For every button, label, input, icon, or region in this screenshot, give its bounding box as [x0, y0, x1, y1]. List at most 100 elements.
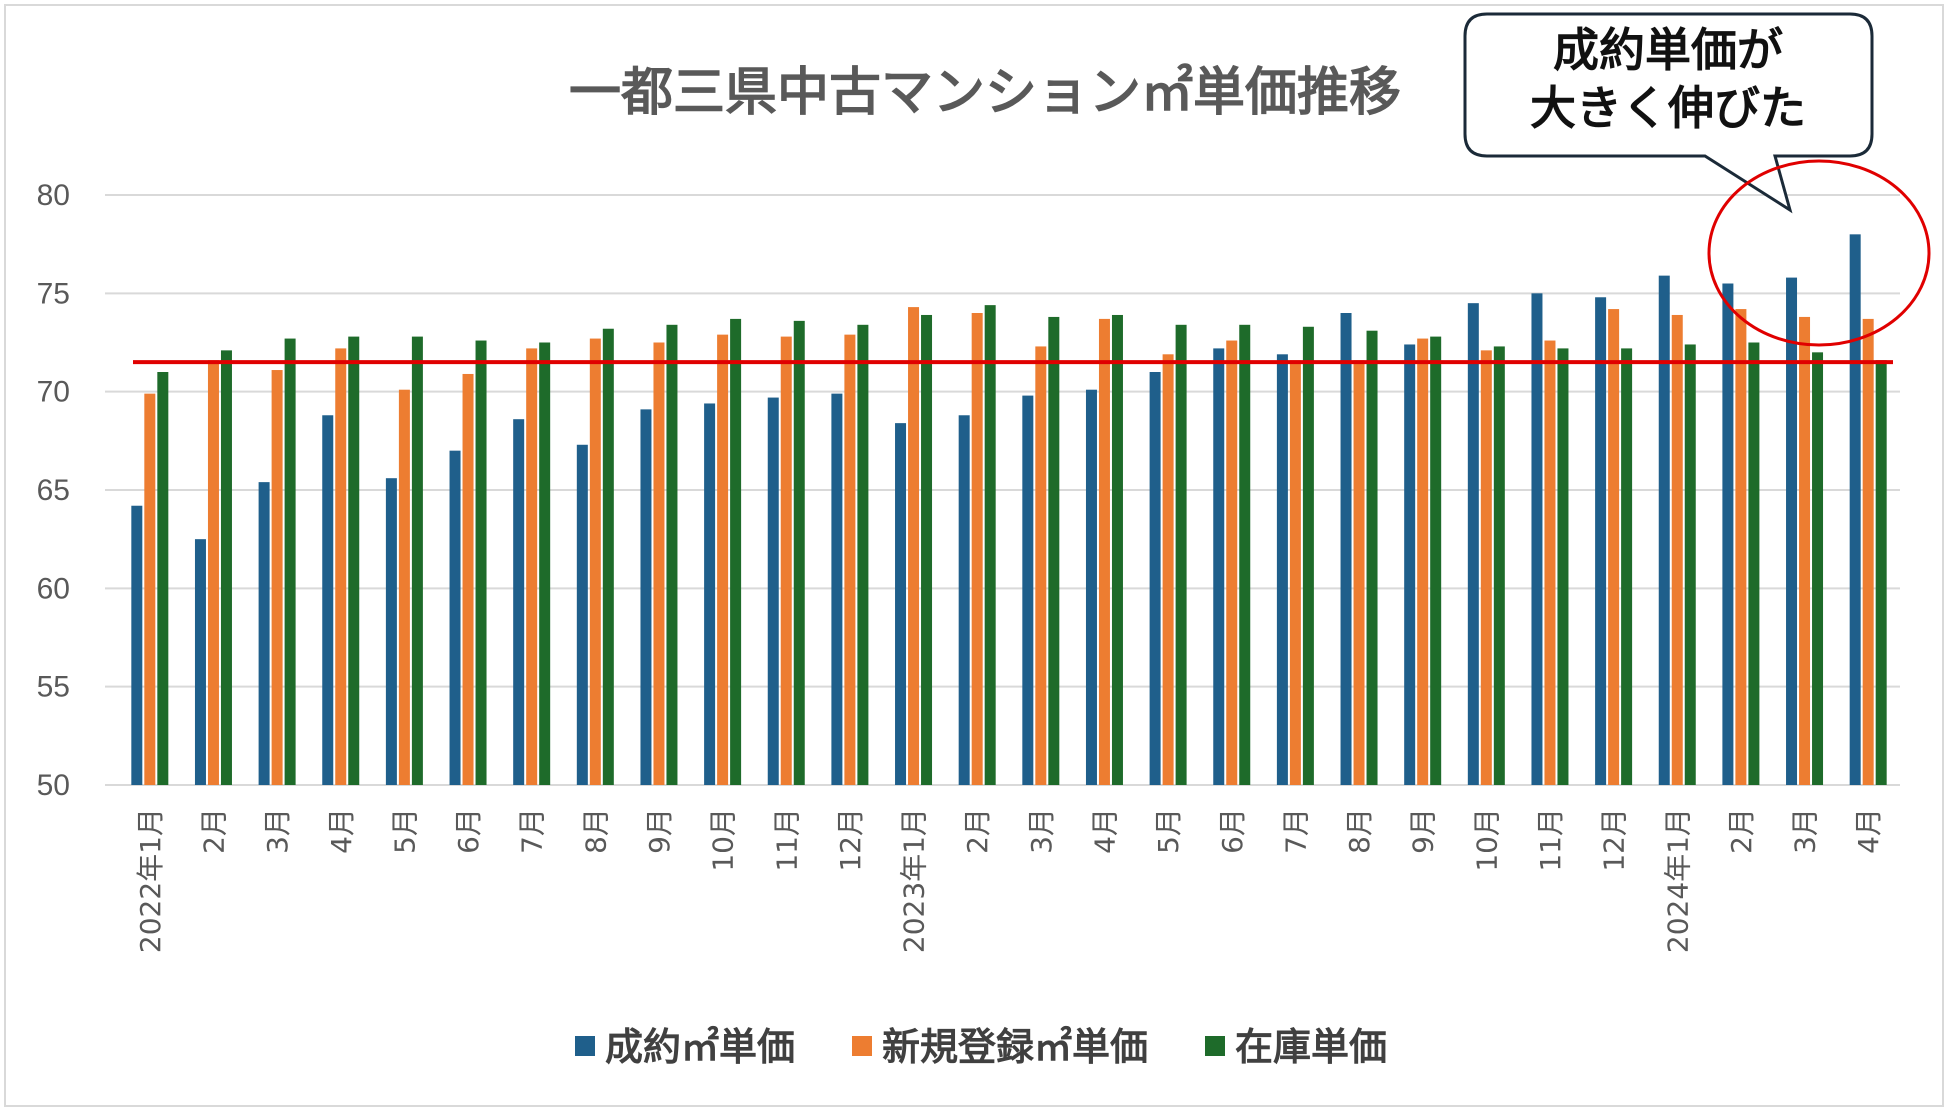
y-tick-label: 50 [37, 769, 70, 802]
x-tick-label: 8月 [579, 808, 612, 854]
bar-2-25 [1748, 342, 1760, 785]
bar-2-21 [1493, 346, 1505, 785]
y-tick-label: 75 [37, 277, 70, 310]
bar-0-13 [958, 415, 970, 785]
callout-bubble [1463, 12, 1874, 214]
bar-2-12 [921, 314, 933, 785]
bar-2-10 [793, 320, 805, 785]
bar-0-8 [640, 409, 652, 785]
x-tick-label: 4月 [1852, 808, 1885, 854]
bar-1-19 [1353, 360, 1365, 785]
legend-label-0: 成約㎡単価 [605, 1025, 795, 1069]
bar-1-16 [1162, 354, 1174, 785]
bar-1-27 [1862, 318, 1874, 785]
x-tick-label: 2024年1月 [1661, 808, 1694, 953]
bar-0-5 [449, 450, 461, 785]
x-tick-label: 2月 [1725, 808, 1758, 854]
bar-2-16 [1175, 324, 1187, 785]
highlight-circle [1707, 159, 1931, 347]
bar-2-24 [1684, 344, 1696, 785]
bar-2-13 [984, 305, 996, 785]
bar-2-19 [1366, 330, 1378, 785]
y-tick-label: 55 [37, 671, 70, 704]
bar-1-7 [589, 338, 601, 785]
legend-label-1: 新規登録㎡単価 [882, 1025, 1148, 1069]
x-axis: 2022年1月 2月 3月 4月 5月 6月 7月 8月 9月 10月 11月 12月 2023年1月 2… [134, 808, 1885, 953]
bar-0-16 [1149, 372, 1161, 785]
bar-2-7 [602, 328, 614, 785]
x-tick-label: 2022年1月 [134, 808, 167, 953]
bar-0-17 [1213, 348, 1225, 785]
x-tick-label: 12月 [834, 808, 867, 872]
bar-0-25 [1722, 283, 1734, 785]
bar-0-12 [895, 423, 907, 785]
legend-label-2: 在庫単価 [1235, 1025, 1387, 1069]
x-tick-label: 8月 [1343, 808, 1376, 854]
x-tick-label: 2月 [197, 808, 230, 854]
bar-1-13 [971, 313, 983, 785]
legend-swatch-0 [575, 1036, 595, 1056]
bar-1-21 [1480, 350, 1492, 785]
bar-2-4 [411, 336, 423, 785]
bar-2-1 [220, 350, 232, 785]
x-tick-label: 7月 [1279, 808, 1312, 854]
bar-0-1 [194, 539, 206, 785]
bar-0-26 [1786, 277, 1798, 785]
bar-0-27 [1849, 234, 1861, 786]
x-tick-label: 10月 [707, 808, 740, 872]
bar-2-6 [539, 342, 551, 785]
bar-2-27 [1875, 360, 1887, 785]
x-tick-label: 9月 [1407, 808, 1440, 854]
bar-1-18 [1289, 360, 1301, 785]
x-tick-label: 5月 [1152, 808, 1185, 854]
bar-2-11 [857, 324, 869, 785]
bar-1-17 [1226, 340, 1238, 785]
bar-0-22 [1531, 293, 1543, 785]
bar-0-14 [1022, 395, 1034, 785]
x-tick-label: 3月 [1025, 808, 1058, 854]
bar-0-18 [1276, 354, 1288, 785]
bar-1-15 [1098, 318, 1110, 785]
chart-title: 一都三県中古マンション㎡単価推移 [569, 63, 1401, 123]
y-tick-label: 60 [37, 572, 70, 605]
x-tick-label: 9月 [643, 808, 676, 854]
x-tick-label: 2月 [961, 808, 994, 854]
bar-0-24 [1658, 275, 1670, 785]
legend-swatch-2 [1205, 1036, 1225, 1056]
bar-0-23 [1595, 297, 1607, 785]
x-tick-label: 11月 [770, 808, 803, 872]
bar-0-3 [322, 415, 334, 785]
bar-1-24 [1671, 314, 1683, 785]
x-tick-label: 2023年1月 [898, 808, 931, 953]
legend-swatch-1 [852, 1036, 872, 1056]
bar-2-9 [730, 318, 742, 785]
bar-0-9 [704, 403, 716, 785]
legend: 成約㎡単価 新規登録㎡単価 在庫単価 [575, 1025, 1387, 1069]
bar-2-15 [1111, 314, 1123, 785]
bar-0-7 [576, 444, 588, 785]
y-tick-label: 80 [37, 179, 70, 212]
x-tick-label: 7月 [516, 808, 549, 854]
x-tick-label: 5月 [388, 808, 421, 854]
x-tick-label: 4月 [325, 808, 358, 854]
x-tick-label: 4月 [1088, 808, 1121, 854]
bar-1-26 [1799, 316, 1811, 785]
bar-0-15 [1085, 389, 1097, 785]
callout-text: 成約単価が [1553, 23, 1783, 77]
bar-2-22 [1557, 348, 1569, 785]
bar-0-6 [513, 419, 525, 785]
bar-1-12 [908, 307, 920, 785]
callout-text: 大きく伸びた [1530, 81, 1806, 135]
bar-1-25 [1735, 309, 1747, 785]
bar-1-6 [526, 348, 538, 785]
x-tick-label: 10月 [1470, 808, 1503, 872]
bar-2-23 [1621, 348, 1633, 785]
x-tick-label: 11月 [1534, 808, 1567, 872]
bar-2-17 [1239, 324, 1251, 785]
bar-0-2 [258, 482, 270, 785]
bar-1-0 [144, 393, 156, 785]
bar-1-23 [1608, 309, 1620, 785]
x-tick-label: 3月 [261, 808, 294, 854]
